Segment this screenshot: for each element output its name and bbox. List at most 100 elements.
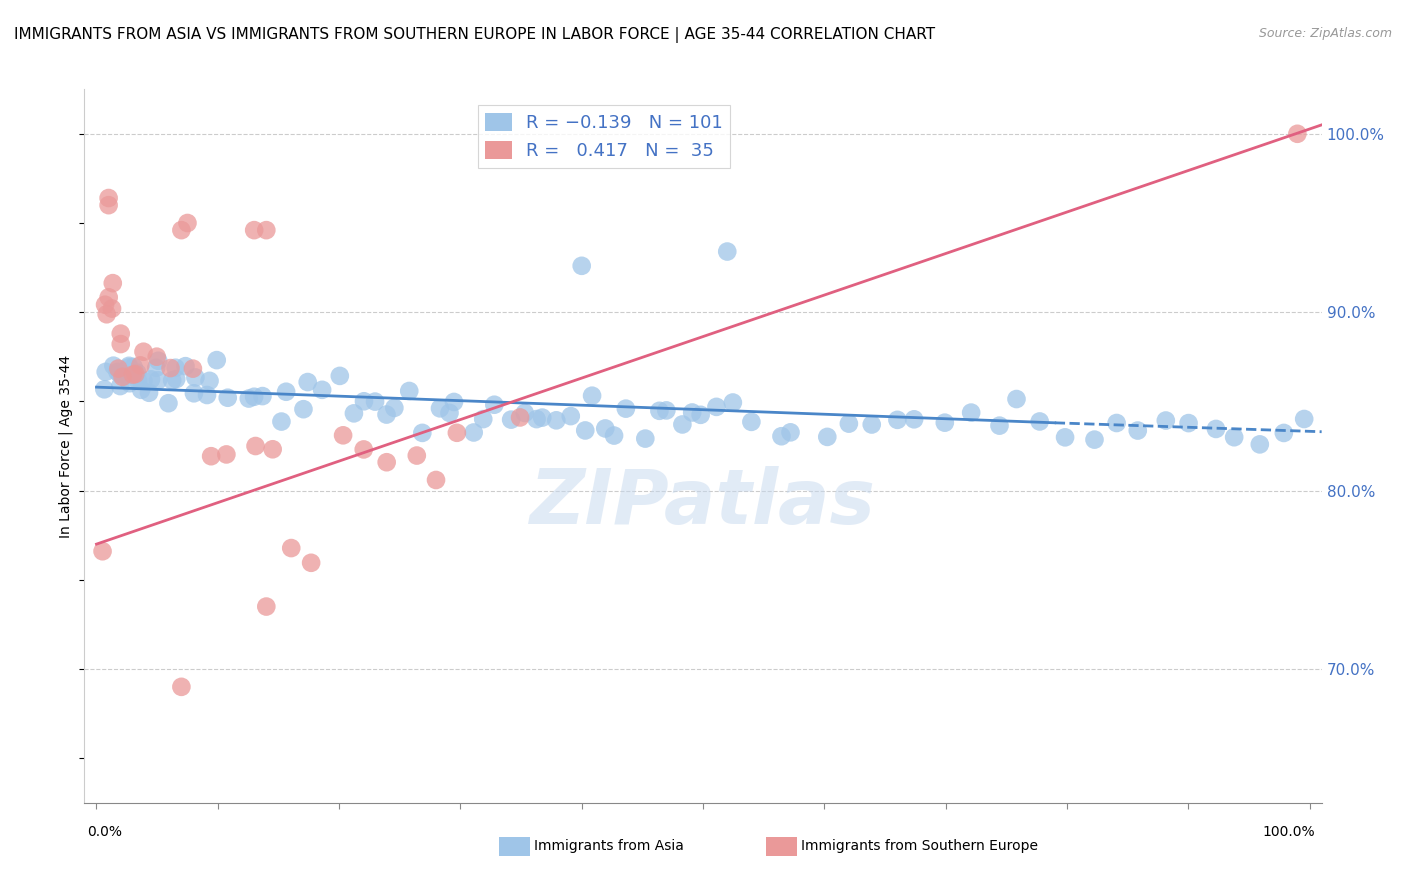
Point [280,541,302,555]
Point [146,373,169,387]
Point [139,372,162,386]
Point [472,412,495,426]
Point [181,361,204,376]
Point [97,191,120,205]
Point [1272,425,1295,440]
Point [1105,416,1128,430]
Point [382,401,405,415]
Point [132,374,155,388]
Point [97,290,120,304]
Point [200,449,222,463]
Point [252,389,274,403]
Point [648,404,671,418]
Point [429,401,451,416]
Point [484,398,506,412]
Point [118,360,141,375]
Point [603,428,626,442]
Point [815,430,838,444]
Point [779,425,801,440]
Point [689,408,711,422]
Point [740,415,762,429]
Point [988,418,1011,433]
Point [581,389,603,403]
Point [1177,416,1199,430]
Point [238,392,260,406]
Point [129,383,152,397]
Point [934,416,956,430]
Point [1223,430,1246,444]
Point [297,375,319,389]
Text: Immigrants from Southern Europe: Immigrants from Southern Europe [801,838,1039,853]
Point [1126,424,1149,438]
Point [198,374,221,388]
Point [91,544,114,558]
Point [634,432,657,446]
Point [110,379,132,393]
Point [353,394,375,409]
Y-axis label: In Labor Force | Age 35-44: In Labor Force | Age 35-44 [58,354,73,538]
Point [593,421,616,435]
Point [1005,392,1028,406]
Point [93,382,115,396]
Point [721,395,744,409]
Point [439,406,461,420]
Point [276,384,298,399]
Point [101,276,124,290]
Point [960,406,983,420]
Point [111,370,134,384]
Point [122,368,145,382]
Point [1028,414,1050,428]
Point [1154,413,1177,427]
Text: Immigrants from Asia: Immigrants from Asia [534,838,685,853]
Point [364,394,387,409]
Point [110,326,132,341]
Point [571,259,593,273]
Text: 100.0%: 100.0% [1263,825,1315,839]
Point [1083,433,1105,447]
Point [254,223,277,237]
Point [160,373,183,387]
Point [375,455,398,469]
Point [446,425,468,440]
Text: IMMIGRANTS FROM ASIA VS IMMIGRANTS FROM SOUTHERN EUROPE IN LABOR FORCE | AGE 35-: IMMIGRANTS FROM ASIA VS IMMIGRANTS FROM … [14,27,935,43]
Point [243,223,266,237]
Point [299,556,322,570]
Point [671,417,693,432]
Point [262,442,284,457]
Point [411,425,433,440]
Point [332,428,354,442]
Point [716,244,738,259]
Point [270,415,292,429]
Point [94,365,117,379]
Point [292,402,315,417]
Point [1054,430,1077,444]
Text: Source: ZipAtlas.com: Source: ZipAtlas.com [1258,27,1392,40]
Point [159,361,181,376]
Point [217,391,239,405]
Point [183,386,205,401]
Point [94,298,117,312]
Point [170,223,193,237]
Point [655,403,678,417]
Point [107,361,129,376]
Point [398,384,420,398]
Point [574,424,596,438]
Point [145,350,167,364]
Point [838,417,860,431]
Point [124,368,146,383]
Point [118,376,141,391]
Point [1286,127,1309,141]
Point [107,365,129,379]
Point [509,410,531,425]
Point [96,307,118,321]
Point [513,406,536,420]
Point [165,372,187,386]
Point [1294,412,1316,426]
Point [443,395,465,409]
Point [903,412,925,426]
Point [546,413,568,427]
Point [560,409,582,423]
Point [148,353,170,368]
Point [184,370,207,384]
Point [343,406,366,420]
